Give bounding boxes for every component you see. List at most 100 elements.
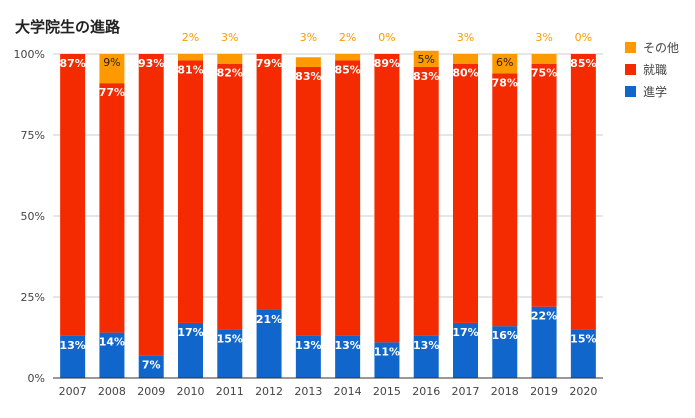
y-tick-label: 75% <box>21 129 45 142</box>
bar-segment <box>295 66 321 336</box>
data-label: 2% <box>339 31 356 44</box>
x-tick-label: 2007 <box>59 385 87 398</box>
y-tick-label: 50% <box>21 210 45 223</box>
data-label: 79% <box>256 57 282 70</box>
x-tick-label: 2015 <box>373 385 401 398</box>
data-label: 9% <box>103 56 120 69</box>
bar-segment <box>60 54 86 336</box>
bar-segment <box>217 54 243 64</box>
data-label: 13% <box>334 339 360 352</box>
bar-segment <box>99 83 125 333</box>
data-label: 85% <box>334 63 360 76</box>
data-label: 14% <box>99 336 125 349</box>
bar-segment <box>178 60 203 323</box>
bar-segment <box>295 57 321 67</box>
bar-segment <box>570 329 596 378</box>
x-tick-label: 2012 <box>255 385 283 398</box>
bar-segment <box>492 326 518 378</box>
y-tick-label: 25% <box>21 291 45 304</box>
bar-segment <box>295 335 321 378</box>
data-label: 3% <box>457 31 474 44</box>
data-label: 82% <box>217 67 243 80</box>
bar-segment <box>413 50 439 67</box>
bar-segment <box>413 66 439 336</box>
data-label: 3% <box>535 31 552 44</box>
bar-segment <box>178 322 203 378</box>
data-label: 81% <box>177 63 203 76</box>
data-label: 2% <box>182 31 199 44</box>
x-tick-label: 2013 <box>294 385 322 398</box>
bar-segment <box>453 63 478 323</box>
legend-swatch <box>625 42 636 53</box>
data-label: 87% <box>59 57 85 70</box>
y-tick-label: 100% <box>14 48 45 61</box>
legend-swatch <box>625 64 636 75</box>
chart-title: 大学院生の進路 <box>15 18 121 36</box>
data-label: 83% <box>295 70 321 83</box>
bar-segment <box>99 332 125 378</box>
bar-segment <box>531 306 557 378</box>
data-label: 6% <box>496 56 513 69</box>
data-label: 13% <box>413 339 439 352</box>
legend-label: 進学 <box>643 84 667 99</box>
bar-segment <box>492 73 518 327</box>
data-label: 93% <box>138 57 164 70</box>
x-tick-label: 2009 <box>137 385 165 398</box>
bar-segment <box>217 329 243 378</box>
legend-swatch <box>625 86 636 97</box>
legend-label: 就職 <box>643 63 667 77</box>
x-tick-label: 2020 <box>569 385 597 398</box>
bar-segment <box>60 335 86 378</box>
x-tick-label: 2010 <box>177 385 205 398</box>
data-label: 7% <box>142 358 161 371</box>
bar-segment <box>138 355 164 378</box>
data-label: 17% <box>177 326 203 339</box>
data-label: 78% <box>492 76 518 89</box>
x-tick-label: 2014 <box>334 385 362 398</box>
bar-segment <box>374 342 400 378</box>
data-label: 15% <box>217 332 243 345</box>
data-label: 13% <box>295 339 321 352</box>
bar-segment <box>335 54 361 61</box>
data-label: 13% <box>59 339 85 352</box>
data-label: 3% <box>221 31 238 44</box>
data-label: 22% <box>531 310 557 323</box>
bar-segment <box>492 54 518 74</box>
bar-segment <box>570 54 596 330</box>
x-tick-label: 2019 <box>530 385 558 398</box>
data-label: 5% <box>417 53 434 66</box>
data-label: 21% <box>256 313 282 326</box>
x-tick-label: 2016 <box>412 385 440 398</box>
bar-segment <box>256 309 282 378</box>
data-label: 3% <box>300 31 317 44</box>
x-tick-label: 2018 <box>491 385 519 398</box>
data-label: 77% <box>99 86 125 99</box>
bar-segment <box>335 60 361 336</box>
data-label: 0% <box>575 31 592 44</box>
x-tick-label: 2017 <box>452 385 480 398</box>
x-tick-label: 2008 <box>98 385 126 398</box>
data-label: 80% <box>452 67 478 80</box>
data-label: 0% <box>378 31 395 44</box>
y-tick-label: 0% <box>28 372 45 385</box>
bar-segment <box>335 335 361 378</box>
data-label: 85% <box>570 57 596 70</box>
data-label: 15% <box>570 332 596 345</box>
bar-segment <box>217 63 243 330</box>
bar-segment <box>453 322 478 378</box>
bar-segment <box>453 54 478 64</box>
data-label: 89% <box>374 57 400 70</box>
x-tick-label: 2011 <box>216 385 244 398</box>
data-label: 75% <box>531 67 557 80</box>
bar-segment <box>531 63 557 307</box>
legend-label: その他 <box>643 41 679 55</box>
bar-segment <box>531 54 557 64</box>
bar-segment <box>99 54 125 84</box>
bar-segment <box>413 335 439 378</box>
bar-segment <box>374 54 400 343</box>
data-label: 11% <box>374 345 400 358</box>
data-label: 83% <box>413 70 439 83</box>
bar-segment <box>138 54 164 356</box>
